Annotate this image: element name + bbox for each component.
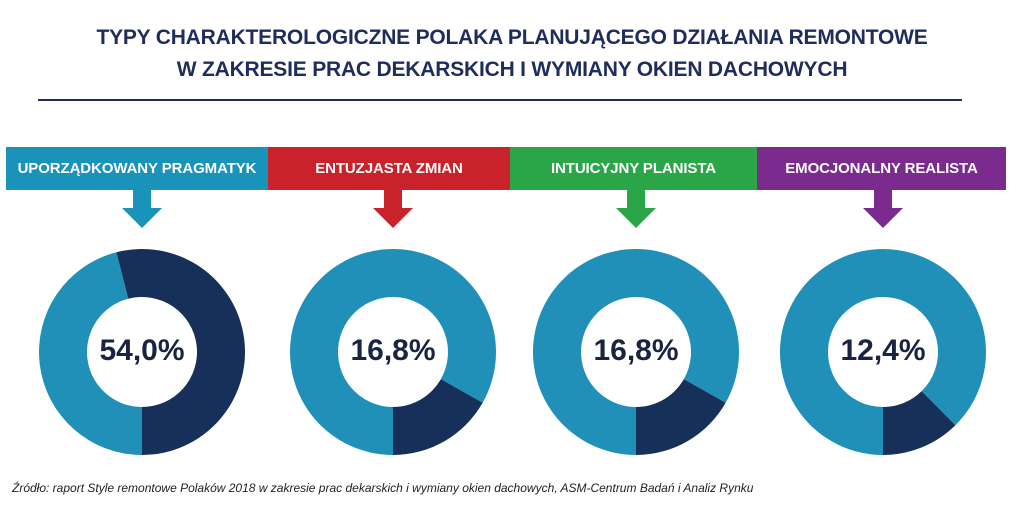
chart-title: TYPY CHARAKTEROLOGICZNE POLAKA PLANUJĄCE… xyxy=(0,22,1024,86)
donut-segment-pragmatyk xyxy=(116,249,246,455)
donut-remainder-realista xyxy=(780,249,987,455)
arrow-down-icon xyxy=(863,190,903,228)
banner-pragmatyk: UPORZĄDKOWANY PRAGMATYK xyxy=(6,147,268,190)
donut-segment-entuzjasta xyxy=(392,379,483,455)
arrow-down-icon xyxy=(122,190,162,228)
percent-label-realista: 12,4% xyxy=(840,334,926,367)
chart-title-line-2: W ZAKRESIE PRAC DEKARSKICH I WYMIANY OKI… xyxy=(176,58,848,81)
donut-segment-planista xyxy=(635,379,726,455)
donut-remainder-planista xyxy=(533,249,739,456)
donut-remainder-entuzjasta xyxy=(290,249,497,455)
banner-planista: INTUICYJNY PLANISTA xyxy=(510,147,757,190)
donut-remainder-pragmatyk xyxy=(39,252,142,455)
banner-realista: EMOCJONALNY REALISTA xyxy=(757,147,1006,190)
source-note: Źródło: raport Style remontowe Polaków 2… xyxy=(12,481,754,495)
banner-entuzjasta: ENTUZJASTA ZMIAN xyxy=(268,147,510,190)
percent-label-entuzjasta: 16,8% xyxy=(350,334,436,367)
percent-label-planista: 16,8% xyxy=(593,334,679,367)
chart-title-line-1: TYPY CHARAKTEROLOGICZNE POLAKA PLANUJĄCE… xyxy=(96,26,928,49)
arrow-down-icon xyxy=(373,190,413,228)
arrow-down-icon xyxy=(616,190,656,228)
percent-label-pragmatyk: 54,0% xyxy=(99,334,185,367)
donut-segment-realista xyxy=(882,391,956,455)
title-divider xyxy=(38,99,962,101)
